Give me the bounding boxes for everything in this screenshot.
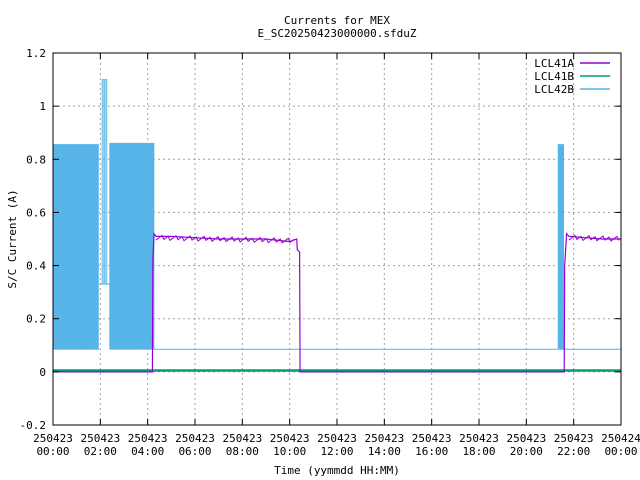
x-tick-label-time: 00:00 <box>36 445 69 458</box>
x-tick-label-time: 22:00 <box>557 445 590 458</box>
legend-label-lcl41b: LCL41B <box>534 70 574 83</box>
series-lcl41a-noise <box>155 234 620 244</box>
y-tick-label: 0.2 <box>26 313 46 326</box>
y-tick-label: 1 <box>39 100 46 113</box>
x-tick-label-date: 250423 <box>317 432 357 445</box>
y-tick-label: 1.2 <box>26 47 46 60</box>
x-tick-label-date: 250423 <box>506 432 546 445</box>
x-tick-label-time: 00:00 <box>604 445 637 458</box>
x-tick-label-time: 08:00 <box>226 445 259 458</box>
x-tick-label-date: 250423 <box>270 432 310 445</box>
y-tick-label: 0.4 <box>26 260 46 273</box>
x-tick-label-time: 18:00 <box>462 445 495 458</box>
x-tick-label-date: 250423 <box>459 432 499 445</box>
series-lcl42b-line <box>52 79 621 350</box>
x-tick-label-time: 14:00 <box>368 445 401 458</box>
x-tick-label-date: 250423 <box>128 432 168 445</box>
y-tick-label: 0 <box>39 366 46 379</box>
x-axis-label: Time (yymmdd HH:MM) <box>274 464 400 477</box>
x-tick-label-date: 250423 <box>364 432 404 445</box>
x-tick-label-time: 10:00 <box>273 445 306 458</box>
y-tick-label: -0.2 <box>20 419 47 432</box>
chart-subtitle: E_SC20250423000000.sfduZ <box>258 27 417 40</box>
x-tick-label-date: 250423 <box>412 432 452 445</box>
chart-title: Currents for MEX <box>284 14 390 27</box>
x-tick-label-time: 02:00 <box>84 445 117 458</box>
ticks: -0.200.20.40.60.811.225042300:0025042302… <box>20 47 640 458</box>
x-tick-label-time: 16:00 <box>415 445 448 458</box>
series-lcl42b <box>52 79 621 350</box>
x-tick-label-date: 250424 <box>601 432 640 445</box>
y-axis-label: S/C Current (A) <box>6 189 19 288</box>
x-tick-label-date: 250423 <box>175 432 215 445</box>
x-tick-label-date: 250423 <box>80 432 120 445</box>
series-layer <box>52 79 621 373</box>
x-tick-label-time: 12:00 <box>320 445 353 458</box>
legend: LCL41A LCL41B LCL42B <box>534 57 610 96</box>
x-tick-label-date: 250423 <box>222 432 262 445</box>
legend-label-lcl42b: LCL42B <box>534 83 574 96</box>
x-tick-label-date: 250423 <box>554 432 594 445</box>
x-tick-label-date: 250423 <box>33 432 73 445</box>
x-tick-label-time: 06:00 <box>178 445 211 458</box>
y-tick-label: 0.8 <box>26 153 46 166</box>
x-tick-label-time: 04:00 <box>131 445 164 458</box>
legend-label-lcl41a: LCL41A <box>534 57 574 70</box>
series-lcl41a <box>53 231 621 373</box>
y-tick-label: 0.6 <box>26 206 46 219</box>
x-tick-label-time: 20:00 <box>510 445 543 458</box>
